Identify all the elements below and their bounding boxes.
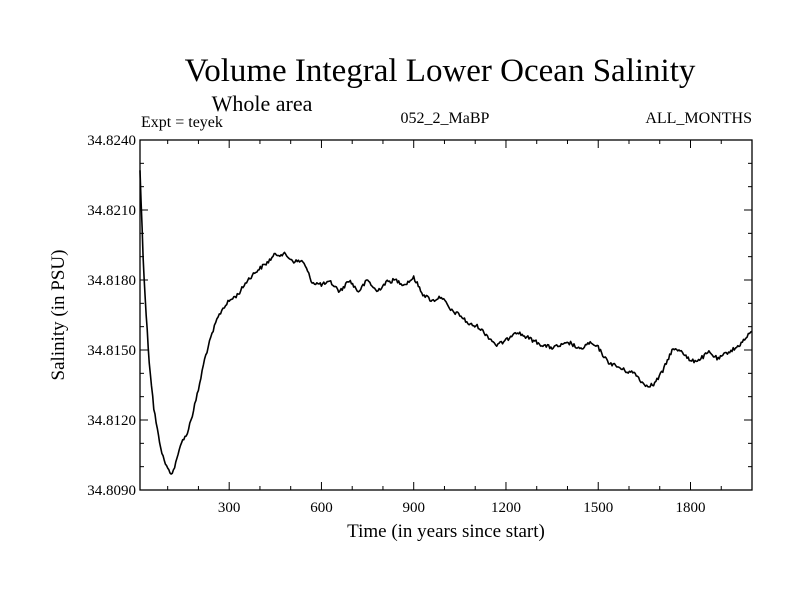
x-tick-label: 600	[310, 500, 333, 516]
x-axis-label: Time (in years since start)	[347, 521, 545, 542]
x-tick-label: 1500	[583, 500, 613, 516]
y-tick-label: 34.8240	[87, 133, 136, 149]
y-axis-ticks: 34.8090 34.8120 34.8150 34.8180 34.8210 34.82…	[87, 133, 752, 499]
x-tick-label: 1800	[675, 500, 705, 516]
y-tick-label: 34.8180	[87, 273, 136, 289]
x-axis-ticks: 300 600 900 1200 1500 1800	[167, 140, 722, 516]
chart-title: Volume Integral Lower Ocean Salinity	[185, 53, 696, 89]
y-tick-label: 34.8090	[87, 483, 136, 499]
y-tick-label: 34.8210	[87, 203, 136, 219]
period-label: ALL_MONTHS	[645, 110, 752, 127]
plot-frame	[139, 139, 753, 491]
x-tick-label: 300	[218, 500, 241, 516]
x-tick-label: 1200	[491, 500, 521, 516]
expt-label: Expt = teyek	[141, 114, 223, 131]
salinity-series-line	[139, 170, 753, 475]
y-tick-label: 34.8120	[87, 413, 136, 429]
y-axis-label: Salinity (in PSU)	[48, 250, 69, 381]
run-label: 052_2_MaBP	[401, 110, 490, 127]
y-tick-label: 34.8150	[87, 343, 136, 359]
chart-subtitle: Whole area	[212, 91, 313, 116]
x-tick-label: 900	[402, 500, 425, 516]
